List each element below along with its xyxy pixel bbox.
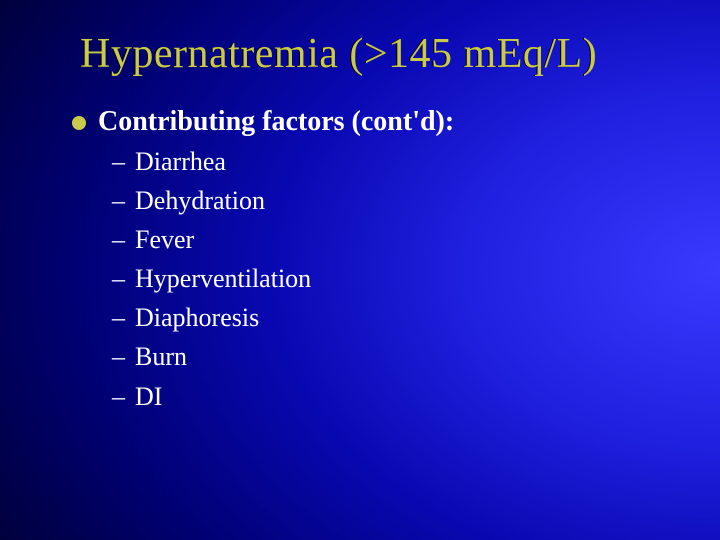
dash-icon: – bbox=[112, 300, 125, 335]
list-item: – Diaphoresis bbox=[112, 300, 670, 335]
dash-icon: – bbox=[112, 379, 125, 414]
sub-item-text: Burn bbox=[135, 339, 187, 374]
sub-item-text: Diaphoresis bbox=[135, 300, 259, 335]
sub-item-text: DI bbox=[135, 379, 162, 414]
dash-icon: – bbox=[112, 144, 125, 179]
bullet-level-1: Contributing factors (cont'd): bbox=[72, 106, 670, 138]
list-item: – Fever bbox=[112, 222, 670, 257]
slide-container: Hypernatremia (>145 mEq/L) Contributing … bbox=[0, 0, 720, 540]
sub-item-text: Fever bbox=[135, 222, 194, 257]
sub-bullet-list: – Diarrhea – Dehydration – Fever – Hyper… bbox=[112, 144, 670, 414]
list-item: – Burn bbox=[112, 339, 670, 374]
sub-item-text: Dehydration bbox=[135, 183, 265, 218]
dash-icon: – bbox=[112, 261, 125, 296]
list-item: – Hyperventilation bbox=[112, 261, 670, 296]
dash-icon: – bbox=[112, 339, 125, 374]
dash-icon: – bbox=[112, 222, 125, 257]
list-item: – DI bbox=[112, 379, 670, 414]
list-item: – Dehydration bbox=[112, 183, 670, 218]
list-item: – Diarrhea bbox=[112, 144, 670, 179]
title-text: Hypernatremia (>145 mEq/L) bbox=[80, 31, 597, 77]
bullet-label: Contributing factors (cont'd): bbox=[98, 106, 454, 138]
sub-item-text: Hyperventilation bbox=[135, 261, 311, 296]
slide-title: Hypernatremia (>145 mEq/L) bbox=[80, 30, 670, 78]
dash-icon: – bbox=[112, 183, 125, 218]
title-text-inner: Hypernatremia (>145 mEq/L) bbox=[80, 31, 597, 77]
sub-item-text: Diarrhea bbox=[135, 144, 226, 179]
bullet-dot-icon bbox=[72, 116, 86, 130]
